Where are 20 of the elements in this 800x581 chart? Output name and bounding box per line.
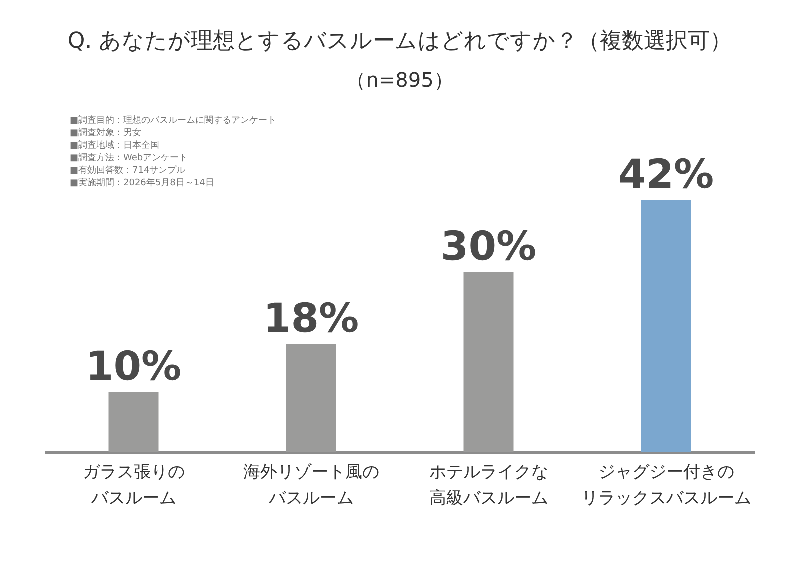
text: ■調査地域：日本全国: [70, 140, 160, 151]
text: ■調査目的：理想のバスルームに関するアンケート: [70, 115, 277, 126]
text: ■実施期間：2026年5月8日～14日: [70, 178, 214, 188]
data-label: 42%: [618, 152, 714, 198]
data-label: 18%: [263, 296, 360, 342]
chart-title: Q. あなたが理想とするバスルームはどれですか？（複数選択可）: [68, 29, 732, 54]
x-tick-label: ジャグジー付きのリラックスバスルーム: [581, 462, 752, 508]
text: ■調査対象：男女: [70, 128, 142, 138]
bar: [286, 344, 336, 452]
chart-subtitle: （n=895）: [346, 68, 454, 92]
x-tick-label: ガラス張りのバスルーム: [82, 462, 185, 508]
bar: [641, 200, 692, 452]
x-tick-label: 海外リゾート風のバスルーム: [243, 462, 380, 508]
data-label: 10%: [86, 344, 182, 390]
text: ■有効回答数：714サンプル: [70, 165, 186, 176]
data-label: 30%: [440, 224, 537, 270]
x-tick-label: ホテルライクな高級バスルーム: [429, 462, 548, 508]
text: ■調査方法：Webアンケート: [70, 152, 188, 164]
bar: [464, 272, 514, 452]
bar: [108, 392, 159, 452]
